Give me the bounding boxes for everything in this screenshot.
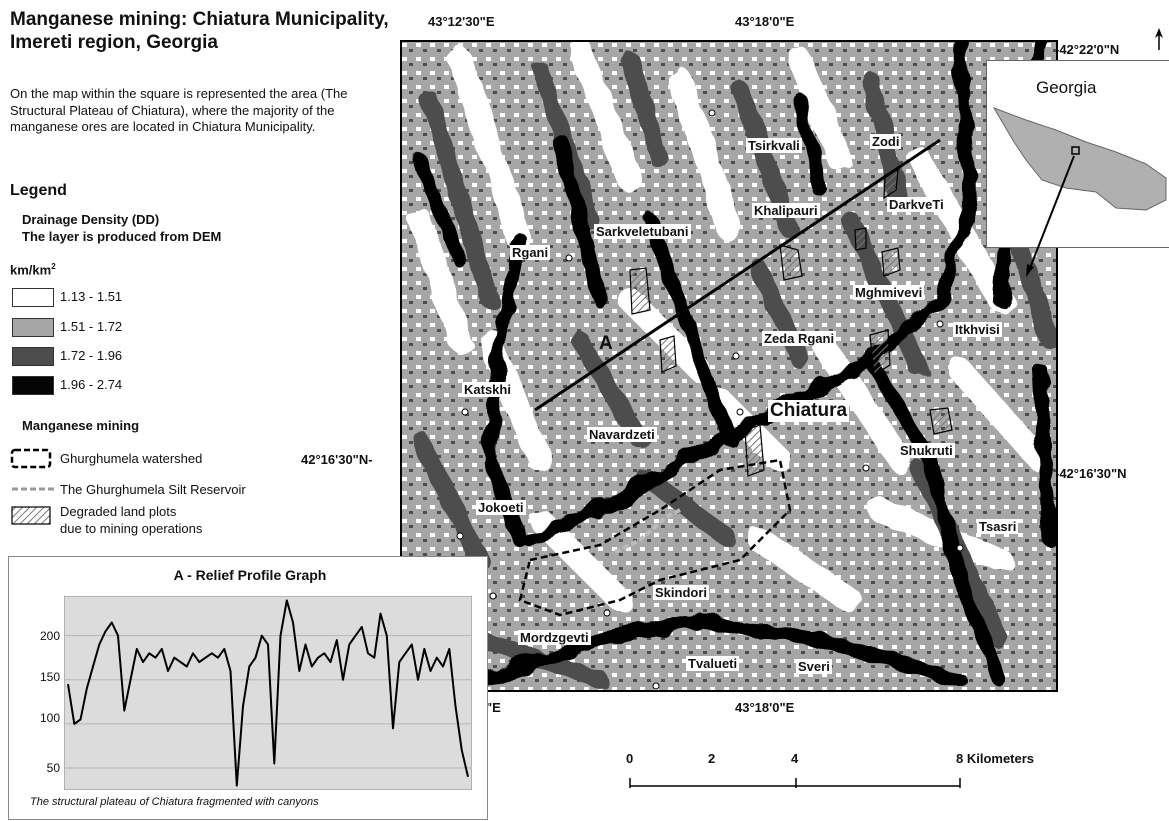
label-profile-a: A	[599, 333, 613, 354]
label-jokoeti: Jokoeti	[476, 500, 526, 515]
ytick-200: 200	[39, 629, 60, 643]
label-sveri: Sveri	[796, 659, 832, 674]
label-khalipauri: Khalipauri	[752, 203, 820, 218]
relief-profile-chart	[64, 596, 472, 790]
legend-mining-title: Manganese mining	[22, 418, 140, 433]
degraded-line1: Degraded land plots	[60, 504, 177, 519]
map-description: On the map within the square is represen…	[10, 86, 348, 134]
scale-bar	[629, 778, 961, 788]
legend-label-class3: 1.72 - 1.96	[60, 348, 123, 363]
label-mghmivevi: Mghmivevi	[853, 285, 925, 300]
coord-right-mid: -42°16'30"N	[1055, 466, 1127, 481]
scale-label-8: 8 Kilometers	[956, 751, 1035, 766]
ytick-50: 50	[46, 761, 60, 775]
relief-profile-line	[67, 599, 469, 787]
scale-label-2: 2	[708, 751, 716, 766]
plot-area	[64, 596, 472, 790]
legend-drainage-title: Drainage Density (DD) The layer is produ…	[22, 211, 221, 245]
label-skindori: Skindori	[653, 585, 710, 600]
legend-reservoir-label: The Ghurghumela Silt Reservoir	[60, 482, 246, 497]
label-itkhvisi: Itkhvisi	[953, 322, 1002, 337]
legend-label-class2: 1.51 - 1.72	[60, 319, 123, 334]
label-rgani: Rgani	[510, 245, 551, 260]
degraded-line2: due to mining operations	[60, 521, 203, 536]
coord-top-left: 43°12'30"E	[428, 14, 495, 29]
inset-title: Georgia	[1036, 78, 1097, 97]
map-title: Manganese mining: Chiatura Municipality,…	[10, 9, 389, 53]
georgia-outline	[992, 107, 1167, 277]
label-tsirkvali: Tsirkvali	[746, 138, 802, 153]
north-arrow-icon	[1155, 28, 1163, 50]
coord-left-mid: 42°16'30"N-	[301, 452, 373, 467]
legend-label-class1: 1.13 - 1.51	[60, 289, 123, 304]
legend-swatch-class3	[12, 347, 54, 366]
graph-title: A - Relief Profile Graph	[173, 567, 327, 583]
drainage-density-map	[400, 40, 1058, 692]
legend-unit: km/km2	[10, 262, 56, 277]
scale-label-0: 0	[626, 751, 634, 766]
label-shukruti: Shukruti	[898, 443, 955, 458]
legend-swatch-class2	[12, 318, 54, 337]
label-darkveti: DarkveTi	[887, 197, 946, 212]
ytick-150: 150	[39, 670, 60, 684]
legend-degraded-label: Degraded land plots due to mining operat…	[60, 503, 202, 537]
unit-text: km/km	[10, 262, 52, 278]
drainage-title-line1: Drainage Density (DD)	[22, 212, 160, 227]
degraded-symbol	[11, 506, 51, 525]
coord-bottom-left: "E	[486, 700, 501, 715]
label-tsasri: Tsasri	[977, 519, 1019, 534]
watershed-symbol	[10, 448, 52, 469]
ytick-100: 100	[39, 711, 60, 725]
label-mordzgevti: Mordzgevti	[518, 630, 591, 645]
label-chiatura: Chiatura	[768, 400, 850, 422]
drainage-title-line2: The layer is produced from DEM	[22, 229, 222, 244]
legend-label-class4: 1.96 - 2.74	[60, 377, 123, 392]
legend-swatch-class4	[12, 376, 54, 395]
coord-bottom-mid: 43°18'0"E	[735, 700, 795, 715]
label-zeda-rgani: Zeda Rgani	[762, 331, 837, 346]
coord-right-top: -42°22'0"N	[1055, 42, 1120, 57]
scale-label-4: 4	[791, 751, 799, 766]
graph-caption: The structural plateau of Chiatura fragm…	[30, 796, 319, 808]
label-katskhi: Katskhi	[462, 382, 513, 397]
label-navardzeti: Navardzeti	[587, 427, 657, 442]
legend-title: Legend	[10, 182, 67, 199]
reservoir-symbol	[12, 487, 54, 491]
label-tvalueti: Tvalueti	[686, 656, 740, 671]
legend-swatch-class1	[12, 288, 54, 307]
unit-sup: 2	[51, 262, 56, 271]
label-sarkveletubani: Sarkveletubani	[594, 224, 691, 239]
legend-watershed-label: Ghurghumela watershed	[60, 451, 203, 466]
coord-top-mid: 43°18'0"E	[735, 14, 795, 29]
label-zodi: Zodi	[870, 134, 902, 149]
